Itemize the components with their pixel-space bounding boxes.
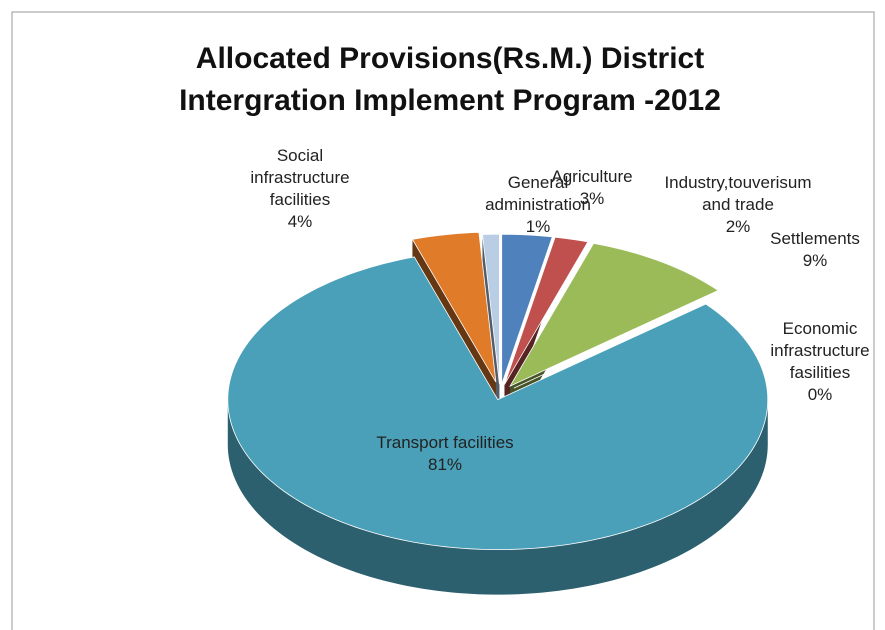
- value-label: 1%: [525, 217, 551, 236]
- value-label: 81%: [427, 455, 463, 474]
- category-label: General administration: [485, 173, 591, 214]
- slice: [227, 256, 769, 550]
- slice-label: Settlements 9%: [750, 228, 880, 272]
- value-label: 4%: [287, 212, 313, 231]
- value-label: 0%: [807, 385, 833, 404]
- slice-label: Industry,touverisum and trade 2%: [658, 172, 818, 238]
- chart-title: Allocated Provisions(Rs.M.) District Int…: [179, 42, 721, 117]
- chart-border: [11, 11, 875, 630]
- category-label: Economic infrastructure fasilities: [770, 319, 870, 382]
- value-label: 2%: [725, 217, 751, 236]
- category-label: Social infrastructure facilities: [250, 146, 350, 209]
- slice: [509, 242, 719, 387]
- slice-side: [227, 399, 768, 595]
- slice: [501, 233, 553, 385]
- slice: [504, 236, 589, 385]
- slice-label: General administration 1%: [483, 172, 593, 238]
- category-label: Transport facilities: [376, 433, 514, 452]
- slice-label: Economic infrastructure fasilities 0%: [755, 318, 885, 406]
- slice-label: Agriculture 3%: [542, 166, 642, 210]
- category-label: Agriculture: [551, 167, 633, 186]
- slice: [482, 233, 500, 385]
- category-label: Settlements: [770, 229, 860, 248]
- category-label: Industry,touverisum and trade: [664, 173, 812, 214]
- value-label: 9%: [802, 251, 828, 270]
- slice: [411, 231, 497, 383]
- slice-label: Social infrastructure facilities 4%: [230, 145, 370, 233]
- value-label: 3%: [579, 189, 605, 208]
- slice-label: Transport facilities 81%: [370, 432, 520, 476]
